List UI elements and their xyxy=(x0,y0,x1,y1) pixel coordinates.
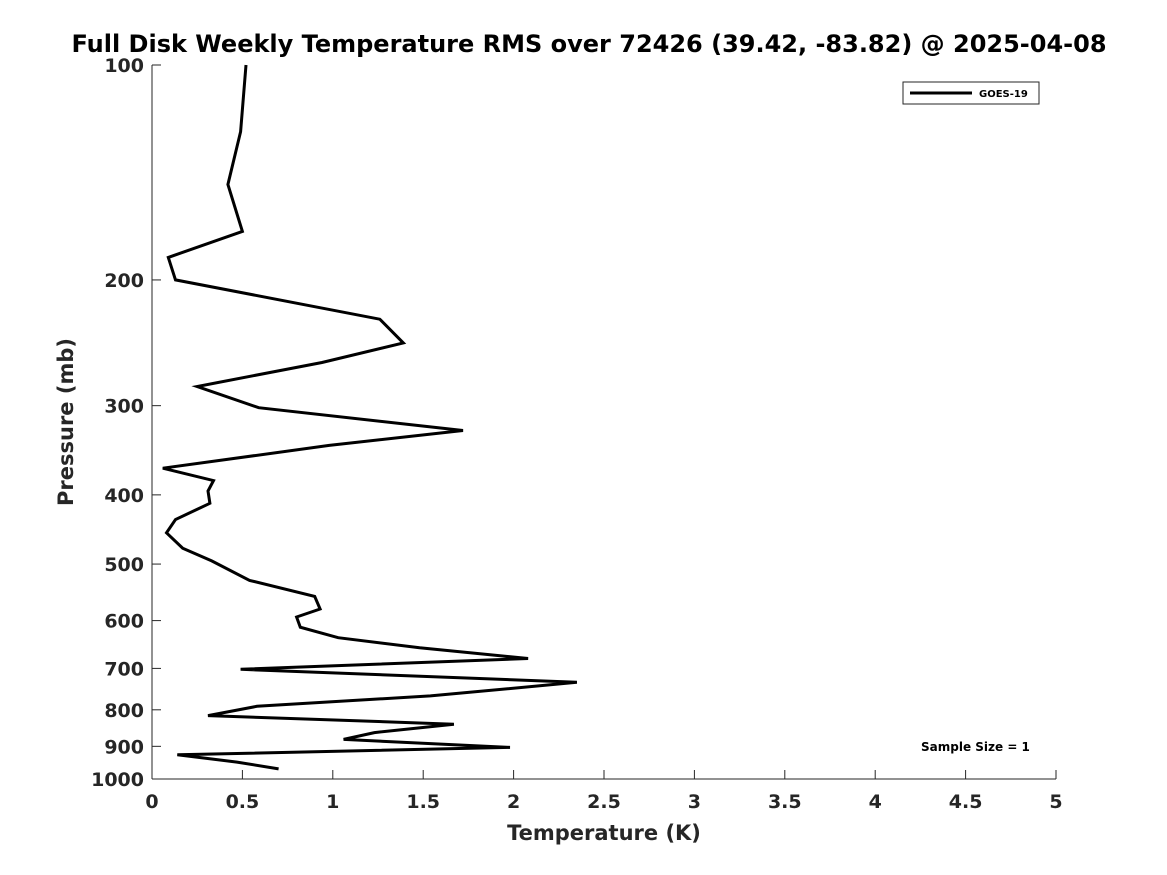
sample-size-annotation: Sample Size = 1 xyxy=(921,740,1030,754)
legend-entry-goes-19: GOES-19 xyxy=(979,89,1028,100)
series-line-goes-19 xyxy=(162,64,578,771)
y-axis-label: Pressure (mb) xyxy=(54,338,78,506)
y-ticks: 100 200 300 400 500 600 700 800 900 1000 xyxy=(91,55,161,791)
y-tick-label: 300 xyxy=(104,396,144,418)
x-ticks: 0 0.5 1 1.5 2 2.5 3 3.5 4 4.5 5 xyxy=(145,770,1063,813)
x-tick-label: 3 xyxy=(688,791,701,813)
x-tick-label: 1.5 xyxy=(406,791,440,813)
x-tick-label: 4.5 xyxy=(949,791,983,813)
x-tick-label: 1 xyxy=(326,791,339,813)
y-tick-label: 500 xyxy=(104,554,144,576)
y-tick-label: 700 xyxy=(104,658,144,680)
y-tick-label: 600 xyxy=(104,611,144,633)
y-tick-label: 100 xyxy=(104,55,144,77)
legend: GOES-19 xyxy=(902,81,1040,105)
x-tick-label: 5 xyxy=(1049,791,1062,813)
x-tick-label: 0.5 xyxy=(226,791,260,813)
y-tick-label: 400 xyxy=(104,485,144,507)
y-tick-label: 1000 xyxy=(91,769,144,791)
x-tick-label: 4 xyxy=(869,791,882,813)
y-tick-label: 900 xyxy=(104,736,144,758)
x-tick-label: 0 xyxy=(145,791,158,813)
chart-title: Full Disk Weekly Temperature RMS over 72… xyxy=(71,30,1106,58)
x-axis-label: Temperature (K) xyxy=(507,821,701,845)
series-layer xyxy=(162,64,578,771)
x-tick-label: 3.5 xyxy=(768,791,802,813)
y-tick-label: 200 xyxy=(104,270,144,292)
x-tick-label: 2.5 xyxy=(587,791,621,813)
y-tick-label: 800 xyxy=(104,700,144,722)
x-tick-label: 2 xyxy=(507,791,520,813)
